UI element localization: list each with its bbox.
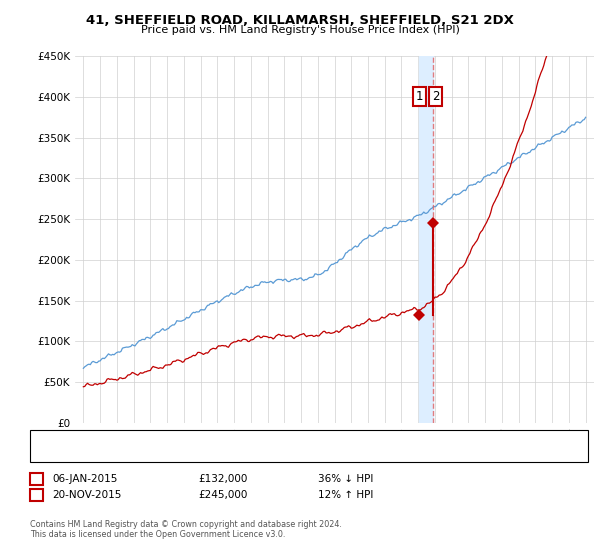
Text: 36% ↓ HPI: 36% ↓ HPI	[318, 474, 373, 484]
Text: 2: 2	[33, 490, 40, 500]
Text: Price paid vs. HM Land Registry's House Price Index (HPI): Price paid vs. HM Land Registry's House …	[140, 25, 460, 35]
Text: 06-JAN-2015: 06-JAN-2015	[52, 474, 118, 484]
Text: 12% ↑ HPI: 12% ↑ HPI	[318, 490, 373, 500]
Text: 1: 1	[33, 474, 40, 484]
Text: 41, SHEFFIELD ROAD, KILLAMARSH, SHEFFIELD, S21 2DX (detached house): 41, SHEFFIELD ROAD, KILLAMARSH, SHEFFIEL…	[75, 434, 400, 443]
Bar	[419, 56, 433, 423]
Text: HPI: Average price, detached house, North East Derbyshire: HPI: Average price, detached house, Nort…	[75, 449, 330, 458]
Text: £245,000: £245,000	[198, 490, 247, 500]
Text: 2: 2	[432, 90, 440, 103]
Text: £132,000: £132,000	[198, 474, 247, 484]
Text: 41, SHEFFIELD ROAD, KILLAMARSH, SHEFFIELD, S21 2DX: 41, SHEFFIELD ROAD, KILLAMARSH, SHEFFIEL…	[86, 14, 514, 27]
Text: 20-NOV-2015: 20-NOV-2015	[52, 490, 122, 500]
Text: 1: 1	[416, 90, 423, 103]
Text: Contains HM Land Registry data © Crown copyright and database right 2024.
This d: Contains HM Land Registry data © Crown c…	[30, 520, 342, 539]
